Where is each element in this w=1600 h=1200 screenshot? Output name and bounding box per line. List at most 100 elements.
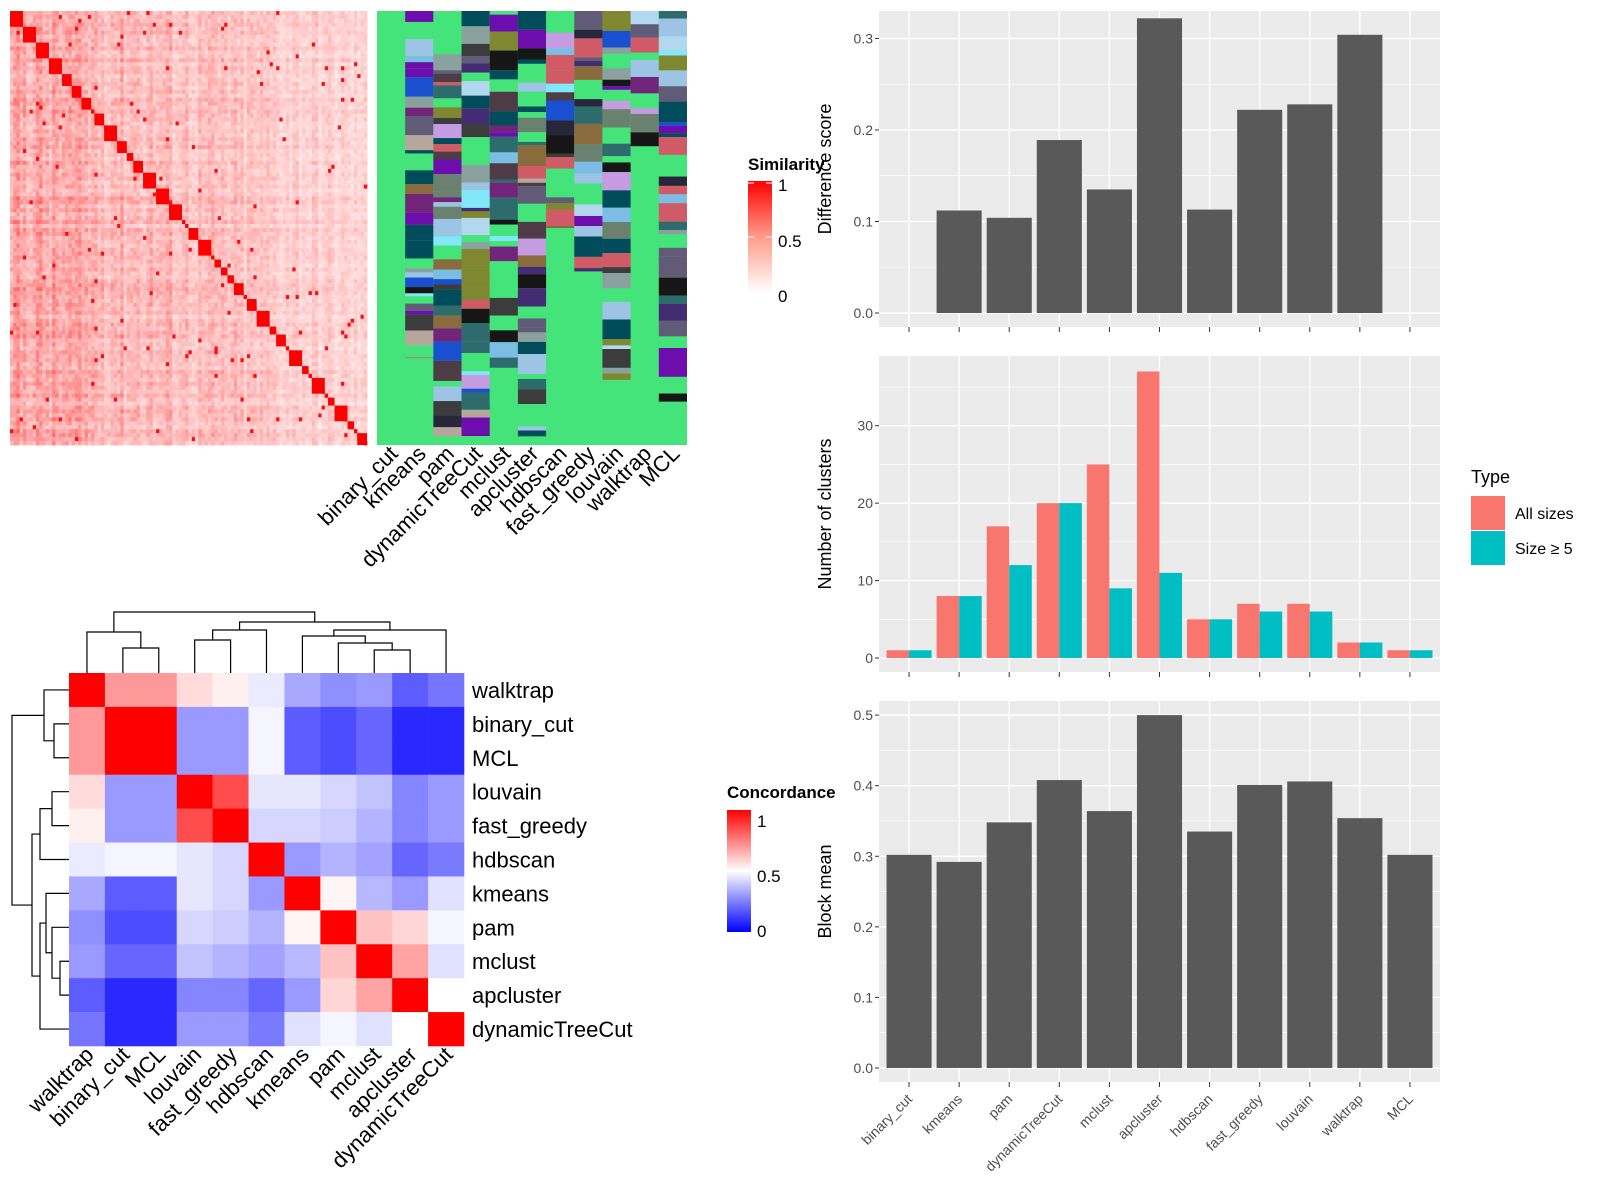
similarity-cell: [227, 141, 232, 146]
similarity-cell: [35, 74, 40, 79]
similarity-cell: [347, 34, 352, 40]
similarity-cell: [360, 18, 365, 24]
similarity-cell: [130, 42, 134, 47]
similarity-cell: [78, 34, 82, 40]
similarity-cell: [117, 153, 121, 158]
similarity-cell: [315, 141, 319, 146]
similarity-cell: [162, 30, 167, 36]
similarity-cell: [139, 125, 144, 130]
similarity-cell: [282, 74, 287, 79]
similarity-cell: [250, 184, 254, 189]
similarity-cell: [214, 42, 219, 47]
similarity-cell: [321, 180, 326, 185]
similarity-cell: [230, 34, 235, 40]
similarity-cell: [182, 180, 186, 185]
similarity-cell: [292, 101, 296, 107]
similarity-cell: [32, 172, 37, 178]
similarity-cell: [350, 153, 355, 158]
similarity-cell: [123, 109, 128, 114]
similarity-cell: [39, 89, 43, 95]
similarity-cell: [282, 11, 287, 16]
similarity-cell: [156, 74, 160, 79]
similarity-cell: [94, 129, 99, 134]
similarity-cell: [214, 85, 219, 91]
similarity-cell: [136, 14, 141, 20]
similarity-cell: [334, 153, 339, 158]
similarity-cell: [292, 145, 296, 150]
similarity-cell: [143, 97, 147, 103]
similarity-cell: [311, 18, 316, 24]
similarity-cell: [350, 70, 355, 75]
similarity-cell: [22, 101, 27, 107]
similarity-cell: [133, 153, 137, 158]
similarity-cell: [344, 62, 348, 67]
similarity-cell: [256, 22, 261, 28]
similarity-cell: [78, 18, 82, 24]
similarity-cell: [178, 121, 183, 126]
similarity-cell: [61, 11, 66, 16]
similarity-cell: [347, 50, 352, 55]
similarity-cell: [156, 153, 160, 158]
similarity-cell: [191, 117, 196, 122]
similarity-cell: [214, 176, 219, 182]
similarity-cell: [61, 117, 66, 122]
similarity-cell: [191, 62, 196, 67]
similarity-cell: [123, 38, 128, 43]
similarity-cell: [139, 97, 144, 103]
similarity-cell: [74, 11, 79, 16]
similarity-cell: [169, 50, 173, 55]
similarity-cell: [224, 160, 228, 166]
similarity-cell: [107, 34, 112, 40]
similarity-cell: [191, 50, 196, 55]
similarity-cell: [198, 66, 202, 71]
similarity-cell: [292, 149, 296, 154]
similarity-cell: [182, 54, 186, 59]
similarity-cell: [45, 180, 50, 185]
similarity-cell: [97, 133, 102, 138]
similarity-cell: [110, 78, 115, 83]
similarity-cell: [204, 50, 209, 55]
similarity-cell: [198, 50, 202, 55]
similarity-cell: [360, 22, 365, 28]
similarity-cell: [126, 172, 131, 178]
similarity-cell: [211, 184, 215, 189]
similarity-cell: [272, 14, 277, 20]
similarity-cell: [233, 26, 238, 32]
similarity-cell: [292, 125, 296, 130]
similarity-cell: [71, 82, 76, 87]
similarity-cell: [68, 113, 73, 118]
similarity-cell: [133, 133, 137, 138]
similarity-cell: [194, 172, 199, 178]
similarity-cell: [91, 164, 95, 170]
similarity-cell: [201, 172, 206, 178]
similarity-cell: [130, 50, 134, 55]
similarity-cell: [120, 160, 124, 166]
similarity-cell: [94, 180, 99, 185]
similarity-cell: [100, 85, 105, 91]
similarity-cell: [363, 113, 368, 118]
similarity-cell: [32, 184, 37, 189]
similarity-cell: [341, 18, 345, 24]
similarity-cell: [194, 125, 199, 130]
similarity-cell: [107, 30, 112, 36]
similarity-cell: [337, 93, 342, 99]
similarity-cell: [315, 58, 319, 63]
similarity-cell: [324, 168, 329, 174]
similarity-cell: [32, 117, 37, 122]
similarity-cell: [194, 58, 199, 63]
similarity-cell: [194, 141, 199, 146]
similarity-cell: [201, 168, 206, 174]
similarity-cell: [311, 14, 316, 20]
similarity-cell: [35, 101, 40, 107]
similarity-cell: [58, 160, 63, 166]
similarity-cell: [146, 18, 150, 24]
similarity-cell: [100, 46, 105, 51]
similarity-cell: [65, 11, 69, 16]
similarity-cell: [276, 137, 280, 142]
similarity-cell: [172, 141, 176, 146]
similarity-cell: [169, 184, 173, 189]
similarity-cell: [217, 145, 222, 150]
similarity-cell: [302, 14, 306, 20]
similarity-cell: [188, 82, 193, 87]
similarity-cell: [29, 101, 34, 107]
